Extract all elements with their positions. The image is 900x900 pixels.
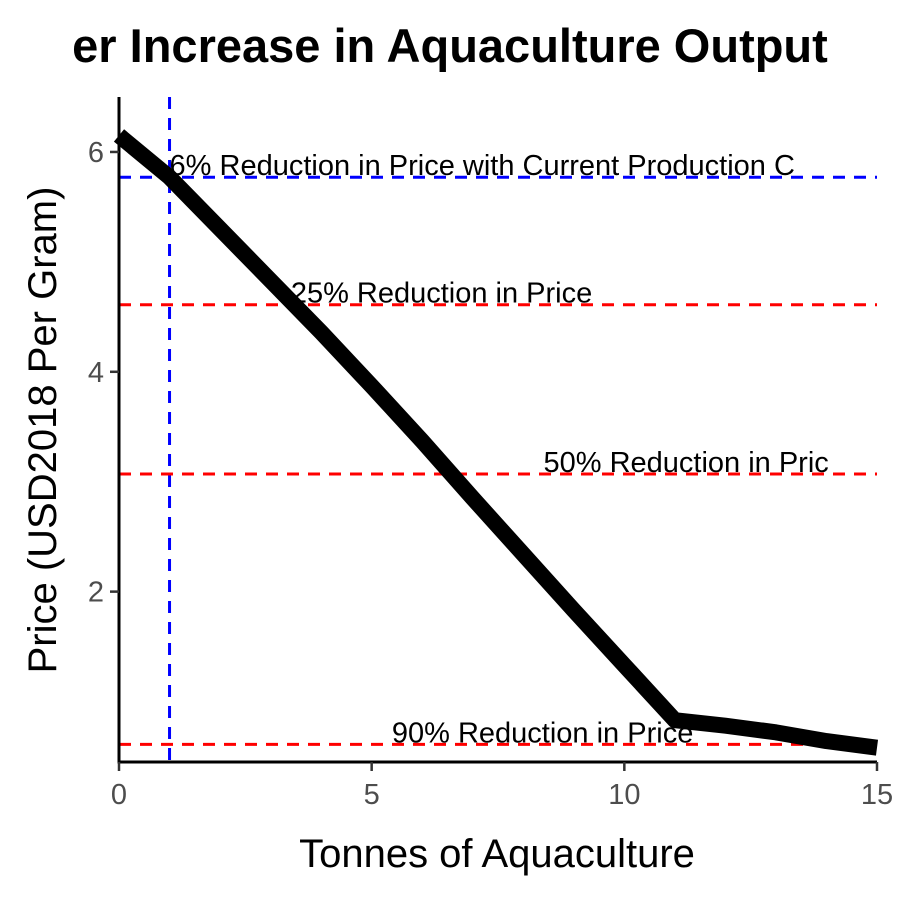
annotation-layer: 6% Reduction in Price with Current Produ… [170,150,829,749]
x-tick-label-3: 15 [861,779,893,811]
y-tick-label-0: 2 [88,577,104,609]
annotation-label-0: 6% Reduction in Price with Current Produ… [170,150,795,182]
x-tick-label-1: 5 [364,779,380,811]
y-tick-label-2: 6 [88,137,104,169]
y-tick-label-1: 4 [88,357,104,389]
annotation-label-1: 25% Reduction in Price [291,278,592,310]
x-tick-label-0: 0 [111,779,127,811]
annotation-label-3: 90% Reduction in Price [392,717,693,749]
series-line-0 [113,129,879,756]
axes-layer: 0 5 10 15 2 4 6 [88,97,893,811]
chart-title: er Increase in Aquaculture Output [72,19,828,72]
x-axis-title: Tonnes of Aquaculture [299,832,695,876]
reference-lines [119,97,877,762]
annotation-label-2: 50% Reduction in Pric [543,447,828,479]
series-layer [113,129,879,756]
x-tick-label-2: 10 [608,779,640,811]
y-axis-title: Price (USD2018 Per Gram) [21,187,65,674]
